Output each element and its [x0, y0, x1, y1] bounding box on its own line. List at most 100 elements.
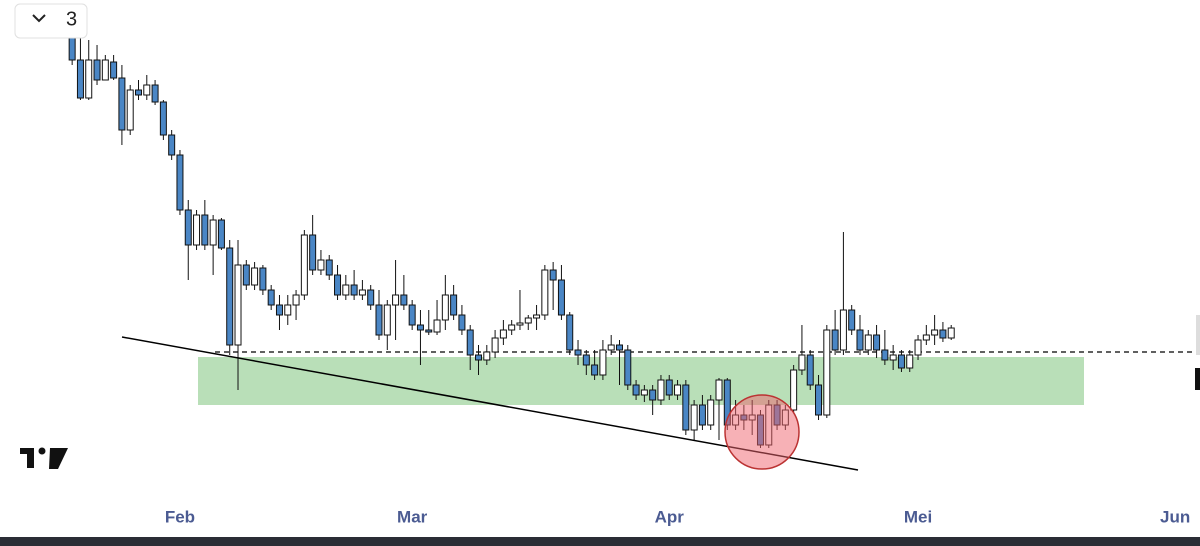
candle-body	[715, 379, 723, 401]
candle-body	[889, 354, 897, 361]
candle-body	[856, 329, 864, 351]
candle-body	[176, 154, 184, 211]
candle-body	[168, 134, 176, 156]
candle-body	[897, 354, 905, 369]
price-marker	[1195, 368, 1200, 390]
candle-body	[599, 349, 607, 376]
candle-body	[674, 384, 682, 396]
candle-body	[85, 59, 93, 99]
candle-body	[649, 389, 657, 401]
candle-body	[458, 314, 466, 331]
candle-body	[292, 294, 300, 306]
button-count[interactable]: 3	[66, 8, 77, 30]
candle-body	[309, 234, 317, 271]
candle-body	[441, 294, 449, 321]
candle-body	[367, 289, 375, 306]
candle-body	[68, 34, 76, 61]
candle-body	[392, 294, 400, 306]
candle-body	[76, 59, 84, 99]
candle-body	[574, 349, 582, 356]
candle-body	[184, 209, 192, 246]
x-tick-label: Apr	[655, 507, 685, 526]
candle-body	[591, 364, 599, 376]
candle-body	[566, 314, 574, 351]
candle-body	[931, 329, 939, 336]
price-scale-edge	[1196, 315, 1200, 355]
candle-body	[475, 354, 483, 361]
candle-body	[259, 267, 267, 291]
candle-body	[881, 349, 889, 361]
candle-body	[110, 61, 118, 79]
candle-body	[450, 294, 458, 316]
candle-body	[848, 309, 856, 331]
candle-body	[524, 317, 532, 324]
candle-body	[806, 354, 814, 386]
candle-body	[342, 284, 350, 296]
candle-body	[557, 279, 565, 316]
candle-body	[425, 329, 433, 333]
candle-body	[226, 247, 234, 346]
candle-body	[275, 304, 283, 316]
candle-body	[118, 77, 126, 131]
candle-body	[101, 59, 109, 81]
candle-body	[607, 344, 615, 351]
candle-body	[864, 334, 872, 351]
candle-body	[375, 304, 383, 336]
candle-body	[698, 404, 706, 426]
candle-body	[815, 384, 823, 416]
candle-body	[267, 289, 275, 306]
candle-body	[947, 327, 955, 339]
candle-body	[334, 274, 342, 296]
bottom-bar	[0, 537, 1200, 546]
candle-body	[408, 304, 416, 326]
x-axis: Feb Mar Apr Mei Jun	[165, 500, 1190, 526]
candle-body	[201, 214, 209, 246]
candle-body	[483, 351, 491, 361]
candle-body	[615, 344, 623, 351]
candle-body	[657, 379, 665, 401]
candle-body	[143, 84, 151, 96]
candle-body	[126, 89, 134, 131]
candle-body	[914, 339, 922, 356]
candle-body	[690, 404, 698, 431]
candle-body	[682, 384, 690, 431]
candle-body	[93, 59, 101, 81]
candle-body	[151, 84, 159, 103]
candle-body	[582, 354, 590, 366]
candle-body	[541, 269, 549, 316]
candle-body	[433, 319, 441, 333]
candle-body	[466, 329, 474, 356]
candle-body	[383, 304, 391, 336]
candle-body	[640, 389, 648, 396]
candle-body	[665, 379, 673, 396]
x-tick-label: Feb	[165, 507, 195, 526]
candle-body	[491, 337, 499, 353]
toggle-button[interactable]	[14, 3, 88, 39]
x-tick-label: Jun	[1160, 507, 1190, 526]
candle-body	[798, 354, 806, 371]
candle-body	[134, 89, 142, 96]
candle-body	[831, 329, 839, 351]
candle-body	[234, 264, 242, 346]
candle-body	[624, 349, 632, 386]
candle-body	[707, 399, 715, 426]
support-zone	[198, 357, 1084, 405]
candle-body	[242, 264, 250, 286]
candle-body	[193, 214, 201, 246]
logo	[20, 447, 68, 469]
candle-body	[400, 294, 408, 306]
x-tick-label: Mei	[904, 507, 932, 526]
candle-body	[549, 269, 557, 281]
candle-body	[823, 329, 831, 416]
candle-body	[508, 324, 516, 331]
candle-body	[325, 259, 333, 276]
candle-body	[300, 234, 308, 296]
candle-body	[516, 322, 524, 326]
candle-body	[416, 324, 424, 331]
candle-body	[922, 334, 930, 341]
candle-body	[632, 384, 640, 396]
candle-body	[499, 329, 507, 339]
chevron-icon	[32, 14, 46, 23]
